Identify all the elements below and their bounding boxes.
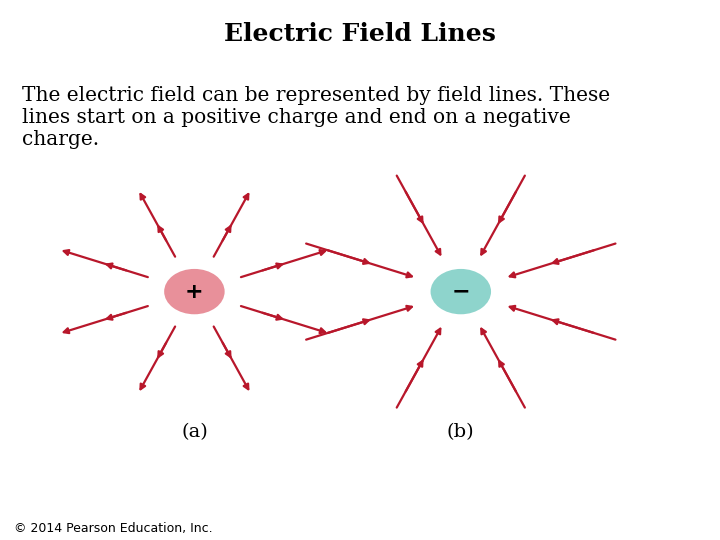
Text: The electric field can be represented by field lines. These
lines start on a pos: The electric field can be represented by…	[22, 86, 610, 150]
Text: © 2014 Pearson Education, Inc.: © 2014 Pearson Education, Inc.	[14, 522, 213, 535]
Text: −: −	[451, 281, 470, 302]
Text: (b): (b)	[447, 423, 474, 441]
Text: (a): (a)	[181, 423, 208, 441]
Circle shape	[164, 269, 225, 314]
Text: +: +	[185, 281, 204, 302]
Circle shape	[431, 269, 491, 314]
Text: Electric Field Lines: Electric Field Lines	[224, 22, 496, 45]
